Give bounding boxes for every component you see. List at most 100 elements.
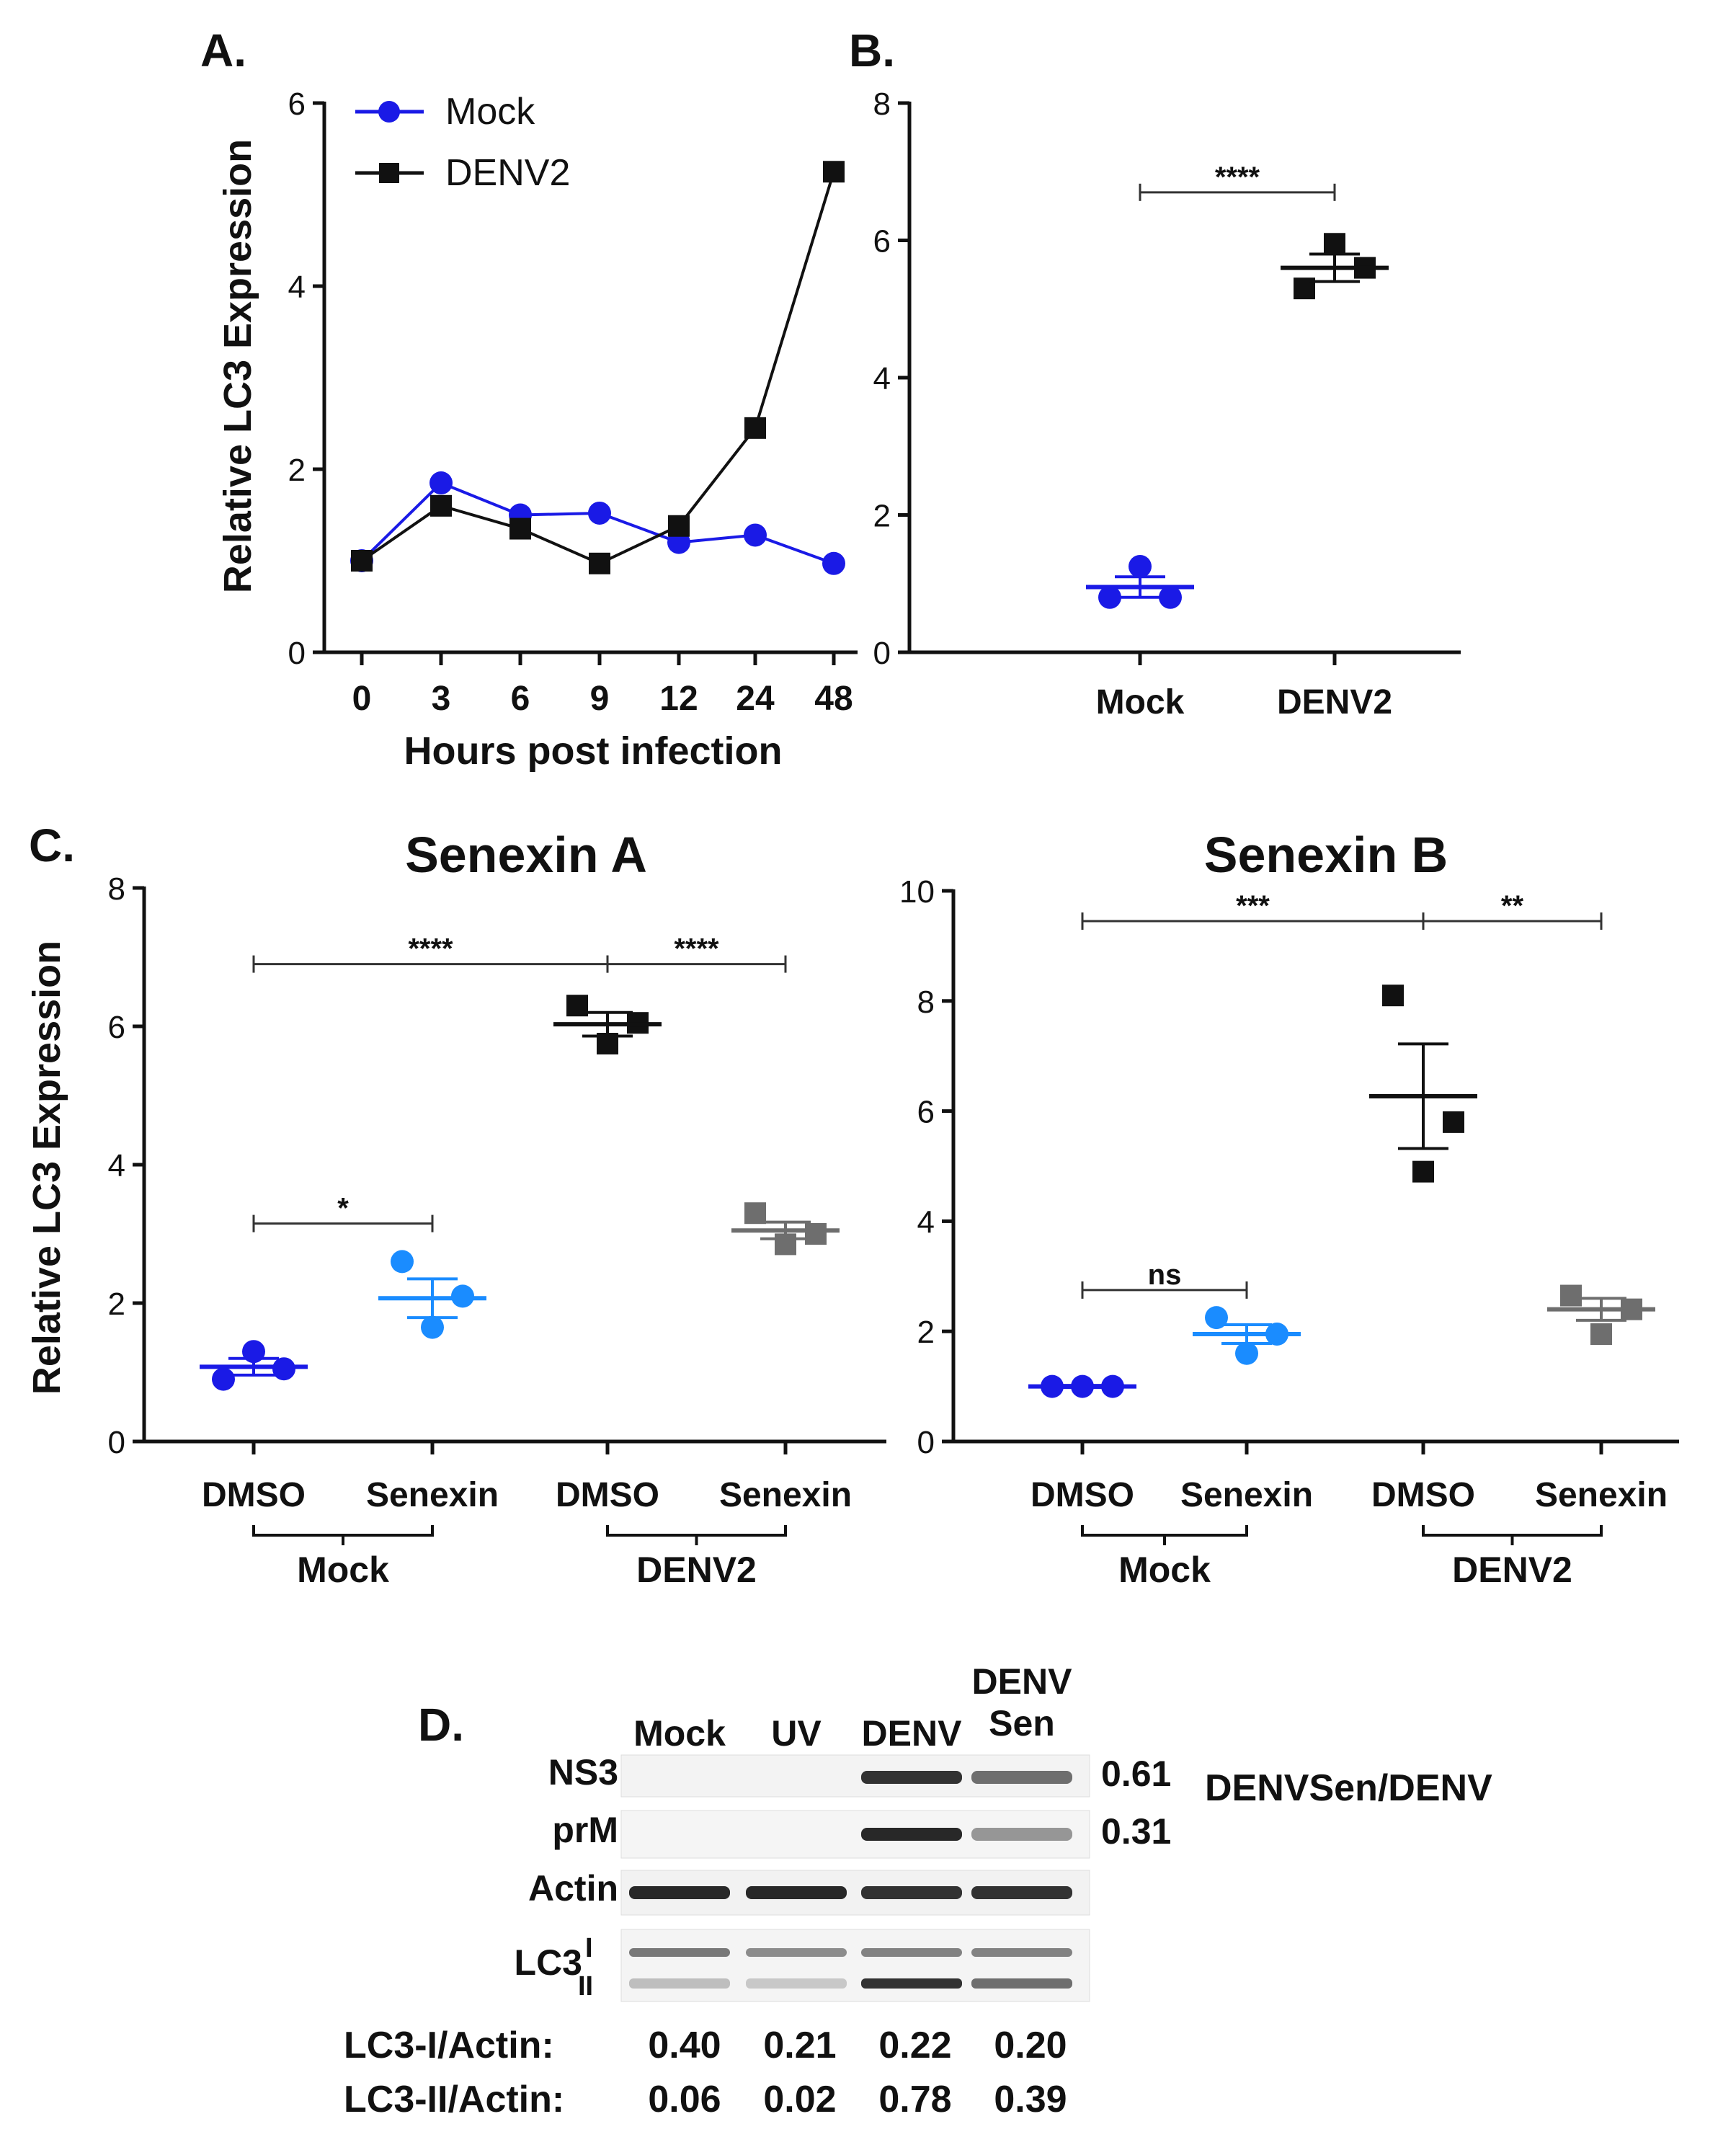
chart-c-senexin-a-group-bracket — [252, 1525, 434, 1545]
panel-a-xlabel: Hours post infection — [404, 729, 783, 773]
quant-lc3-ii-denv: 0.78 — [878, 2079, 951, 2120]
legend-mock-label: Mock — [445, 91, 535, 133]
quant-label-lc3-i: LC3-I/Actin: — [344, 2025, 554, 2066]
chart-a-point-mock — [744, 523, 767, 547]
blot-band-prm — [971, 1828, 1072, 1841]
chart-c-senexin-b-y-tick-label: 8 — [917, 985, 935, 1020]
chart-c-senexin-b-y-tick-label: 6 — [917, 1095, 935, 1130]
chart-a-point-denv2 — [509, 517, 531, 540]
legend-mock-marker — [378, 101, 400, 123]
quant-lc3-ii-denvsen: 0.39 — [994, 2079, 1067, 2120]
chart-c-senexin-b-y-tick-label: 4 — [917, 1204, 935, 1240]
legend-denv2-label: DENV2 — [445, 152, 570, 194]
chart-c-senexin-a-sig-label: * — [337, 1193, 349, 1225]
chart-b-x-tick-label: DENV2 — [1277, 683, 1392, 721]
chart-a-point-denv2 — [351, 550, 373, 572]
blot-row-label-ns3: NS3 — [548, 1752, 618, 1792]
chart-b-point — [1098, 585, 1121, 609]
blot-band-lc3-ii — [861, 1978, 962, 1989]
chart-a-point-denv2 — [430, 494, 452, 517]
chart-c-senexin-b-point — [1590, 1323, 1612, 1346]
lane-label-denv-sen-bottom: Sen — [989, 1703, 1055, 1743]
chart-b-y-tick-label: 2 — [873, 499, 891, 534]
ratio-label: DENVSen/DENV — [1205, 1767, 1492, 1809]
lane-label-denv-sen-top: DENV — [972, 1661, 1073, 1702]
blot-band-actin — [971, 1886, 1072, 1899]
chart-c-senexin-b-sig-label: ns — [1148, 1259, 1182, 1291]
ratio-ns3: 0.61 — [1101, 1754, 1171, 1794]
blot-band-lc3-ii — [746, 1978, 847, 1989]
chart-c-senexin-b-point — [1560, 1284, 1582, 1307]
blot-band-lc3-ii — [629, 1978, 730, 1989]
chart-b-y-tick-label: 4 — [873, 361, 891, 396]
chart-a-x-tick-label: 6 — [511, 680, 530, 718]
chart-c-senexin-a-group-label: DENV2 — [636, 1550, 757, 1590]
chart-c-senexin-a-sig-label: **** — [674, 933, 719, 965]
chart-c-senexin-a-y-tick-label: 2 — [108, 1287, 125, 1322]
chart-a-point-denv2 — [589, 552, 610, 574]
chart-a-x-tick-label: 48 — [814, 680, 853, 718]
chart-b-y-tick-label: 6 — [873, 224, 891, 259]
blot-band-ns3 — [971, 1771, 1072, 1784]
chart-b-y-tick-label: 0 — [873, 636, 891, 671]
chart-c-senexin-a-x-tick-label: Senexin — [366, 1476, 499, 1514]
chart-c-senexin-b-group-label: DENV2 — [1452, 1550, 1572, 1590]
chart-a-y-tick-label: 2 — [288, 453, 306, 488]
lane-label-mock: Mock — [633, 1713, 726, 1754]
panel-b-label: B. — [849, 25, 895, 76]
chart-c-senexin-b-point — [1235, 1341, 1258, 1365]
panel-c-ylabel: Relative LC3 Expression — [25, 941, 68, 1395]
chart-c-senexin-a-point — [744, 1202, 766, 1225]
chart-c-senexin-b-sig-label: ** — [1501, 890, 1524, 922]
chart-c-senexin-b-x-tick-label: Senexin — [1535, 1476, 1668, 1514]
quant-lc3-i-uv: 0.21 — [763, 2025, 836, 2066]
blot-band-actin — [746, 1886, 847, 1899]
chart-b-y-tick-label: 8 — [873, 86, 891, 122]
western-blot-panel: D. Mock UV DENV DENV Sen NS3 prM Actin L… — [344, 1661, 1492, 2120]
chart-a-point-denv2 — [668, 515, 690, 537]
blot-bands — [629, 1771, 1072, 1989]
chart-c-senexin-a-point — [805, 1223, 827, 1245]
chart-c-senexin-b-point — [1443, 1111, 1464, 1133]
chart-c-senexin-b-x-tick-label: Senexin — [1180, 1476, 1313, 1514]
blot-row-label-lc3: LC3 — [515, 1942, 582, 1983]
chart-c-senexin-a-x-tick-label: DMSO — [556, 1476, 659, 1514]
chart-b-sig-label: **** — [1215, 161, 1260, 193]
quant-lc3-i-mock: 0.40 — [648, 2025, 721, 2066]
chart-c-senexin-a-point — [391, 1250, 414, 1274]
chart-a-x-tick-label: 0 — [352, 680, 372, 718]
legend-a: Mock DENV2 — [355, 91, 570, 194]
quant-lc3-i-denv: 0.22 — [878, 2025, 951, 2066]
chart-c-senexin-a-point — [212, 1367, 235, 1391]
chart-a-point-mock — [822, 551, 845, 575]
quant-lc3-ii-uv: 0.02 — [763, 2079, 836, 2120]
chart-c-senexin-b-point — [1412, 1160, 1434, 1183]
panel-c-title-senexin-b: Senexin B — [1204, 827, 1448, 883]
chart-c-senexin-a-y-tick-label: 4 — [108, 1148, 125, 1183]
panel-c-label: C. — [29, 819, 75, 871]
chart-b-point — [1129, 554, 1152, 578]
blot-band-actin — [629, 1886, 730, 1899]
quant-lc3-ii-mock: 0.06 — [648, 2079, 721, 2120]
chart-a-y-tick-label: 0 — [288, 636, 306, 671]
chart-b-x-tick-label: Mock — [1096, 683, 1185, 721]
lane-label-uv: UV — [771, 1713, 822, 1754]
chart-a-y-tick-label: 6 — [288, 86, 306, 122]
chart-c-senexin-a-sig-label: **** — [408, 933, 453, 965]
panel-c-title-senexin-a: Senexin A — [405, 827, 647, 883]
chart-c-senexin-a-x-tick-label: Senexin — [719, 1476, 852, 1514]
chart-c-senexin-b-group-bracket — [1422, 1525, 1603, 1545]
panel-a-ylabel: Relative LC3 Expression — [216, 139, 259, 593]
lane-label-denv: DENV — [862, 1713, 963, 1754]
chart-c-senexin-a-group-label: Mock — [297, 1550, 389, 1590]
chart-c-senexin-a-y-tick-label: 0 — [108, 1425, 125, 1460]
chart-c-senexin-b-x-tick-label: DMSO — [1371, 1476, 1475, 1514]
chart-c-senexin-a-y-tick-label: 6 — [108, 1010, 125, 1045]
panel-d-label: D. — [418, 1699, 464, 1751]
chart-c-senexin-a-y-tick-label: 8 — [108, 871, 125, 907]
ratio-prm: 0.31 — [1101, 1811, 1171, 1852]
blot-band-actin — [861, 1886, 962, 1899]
chart-c-senexin-b-x-tick-label: DMSO — [1031, 1476, 1134, 1514]
chart-a-x-tick-label: 12 — [659, 680, 698, 718]
